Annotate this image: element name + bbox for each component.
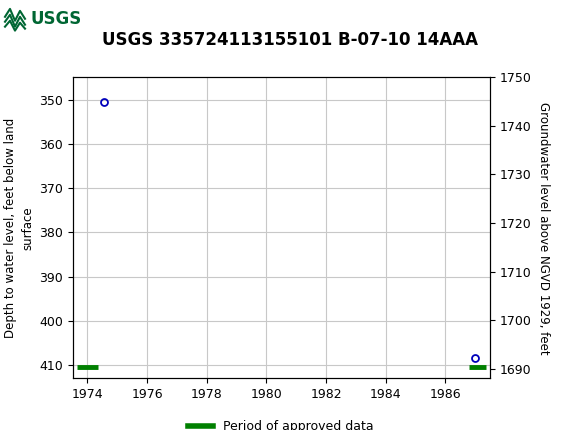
Text: USGS 335724113155101 B-07-10 14AAA: USGS 335724113155101 B-07-10 14AAA — [102, 31, 478, 49]
FancyBboxPatch shape — [4, 3, 72, 34]
Text: USGS: USGS — [30, 10, 81, 28]
Legend: Period of approved data: Period of approved data — [183, 415, 379, 430]
Y-axis label: Depth to water level, feet below land
surface: Depth to water level, feet below land su… — [3, 118, 35, 338]
Y-axis label: Groundwater level above NGVD 1929, feet: Groundwater level above NGVD 1929, feet — [537, 101, 550, 354]
